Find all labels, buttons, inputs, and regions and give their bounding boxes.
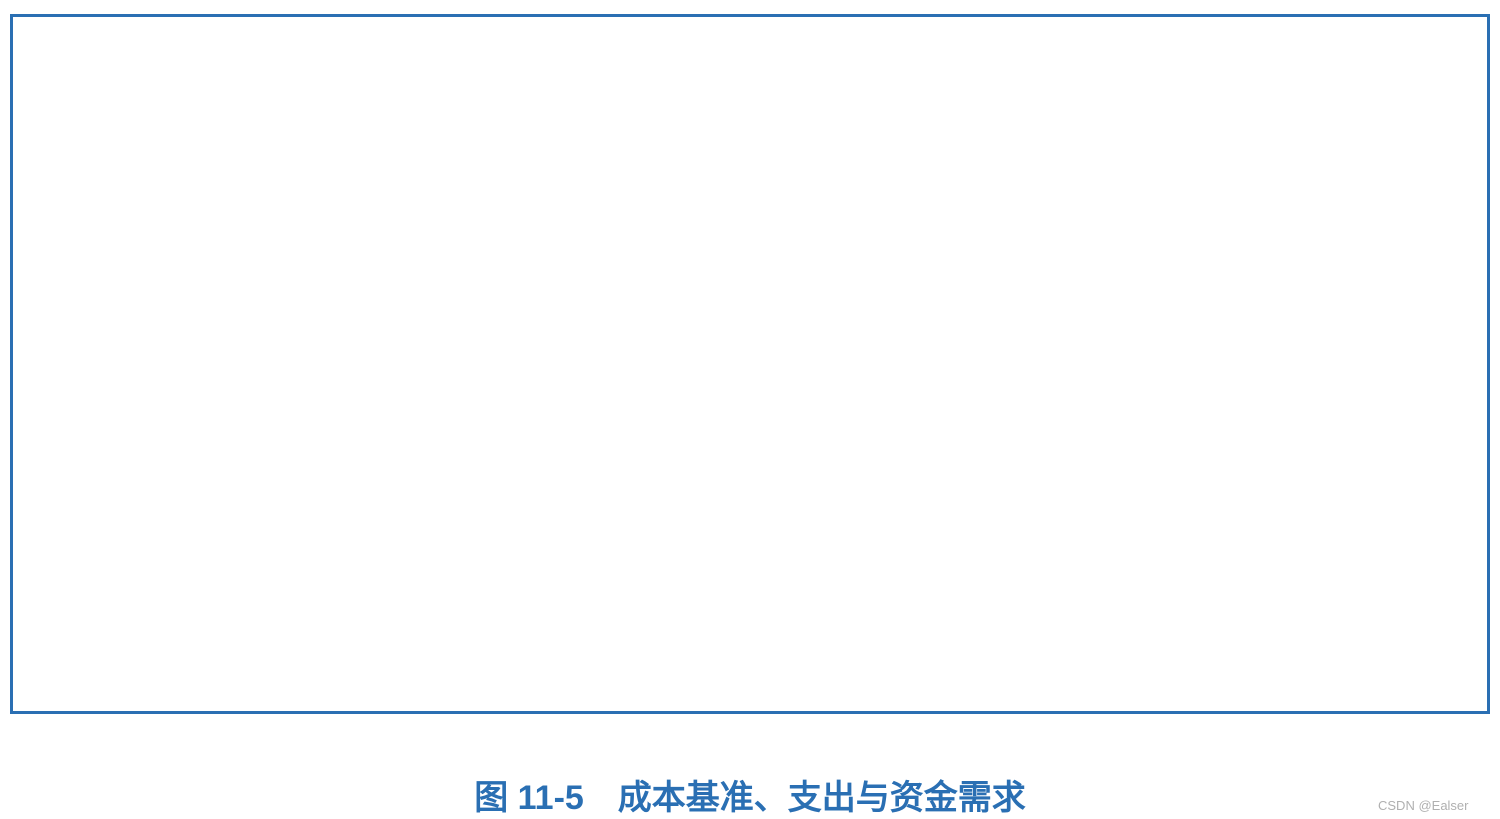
chart-frame [10,14,1490,714]
watermark-text: CSDN @Ealser [1378,798,1469,813]
figure-caption: 图 11-5 成本基准、支出与资金需求 [0,770,1500,819]
